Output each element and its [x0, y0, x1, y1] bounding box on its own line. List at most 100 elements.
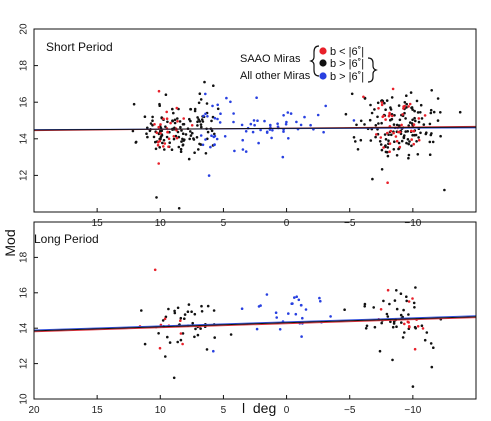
data-point: [304, 308, 308, 311]
data-point: [295, 295, 299, 299]
data-point: [423, 338, 427, 342]
data-point: [381, 115, 385, 119]
legend-marker-red: [319, 47, 327, 55]
data-point: [287, 312, 290, 315]
data-point: [432, 110, 436, 114]
data-point: [183, 317, 186, 321]
data-point: [316, 113, 320, 117]
data-point: [158, 129, 162, 133]
data-point: [213, 116, 217, 120]
data-point: [155, 196, 158, 199]
data-point: [196, 333, 200, 337]
data-point: [191, 131, 194, 135]
data-point: [397, 130, 400, 134]
data-point: [151, 124, 154, 127]
data-point: [421, 327, 425, 330]
data-point: [414, 119, 417, 123]
data-point: [391, 325, 395, 329]
data-point: [411, 118, 414, 122]
data-point: [379, 143, 383, 146]
data-point: [417, 117, 421, 120]
data-point: [206, 130, 210, 134]
data-point: [392, 148, 396, 151]
data-point: [172, 111, 175, 115]
data-point: [240, 307, 244, 311]
data-point: [379, 136, 383, 139]
data-point: [428, 153, 432, 156]
data-point: [192, 137, 195, 140]
data-point: [397, 104, 401, 107]
data-point: [294, 312, 298, 316]
data-point: [259, 304, 262, 307]
data-point: [229, 333, 233, 336]
data-point: [153, 123, 156, 126]
data-point: [158, 146, 161, 149]
data-point: [399, 313, 403, 317]
data-point: [251, 130, 255, 134]
data-point: [394, 135, 398, 138]
data-point: [171, 119, 174, 123]
data-point: [216, 107, 220, 111]
data-point: [407, 156, 410, 160]
data-point: [286, 111, 290, 114]
data-point: [196, 120, 199, 124]
data-point: [159, 135, 163, 138]
data-point: [154, 147, 158, 151]
x-tick-label: 20: [28, 405, 40, 416]
data-point: [282, 130, 285, 133]
data-point: [200, 118, 204, 121]
data-point: [166, 335, 169, 339]
data-point: [413, 109, 416, 113]
x-tick-label: 5: [221, 218, 227, 229]
data-point: [157, 332, 160, 335]
x-tick-label: 10: [155, 218, 167, 229]
data-point: [407, 321, 411, 324]
data-point: [402, 136, 406, 140]
data-point: [407, 124, 411, 127]
data-point: [415, 99, 419, 103]
data-point: [193, 335, 196, 339]
data-point: [146, 135, 149, 139]
data-point: [201, 120, 205, 123]
data-point: [407, 105, 410, 108]
data-point: [178, 120, 182, 123]
data-point: [197, 118, 200, 121]
data-point: [287, 137, 290, 140]
data-point: [410, 129, 413, 133]
data-point: [355, 123, 358, 127]
x-tick-label: 10: [155, 405, 167, 416]
data-point: [378, 140, 382, 143]
data-point: [395, 123, 399, 127]
data-point: [363, 123, 366, 126]
data-point: [253, 123, 256, 127]
data-point: [430, 89, 434, 92]
data-point: [414, 286, 417, 289]
data-point: [371, 177, 374, 181]
data-point: [165, 117, 169, 120]
data-point: [380, 101, 384, 104]
data-point: [187, 157, 191, 161]
data-point: [179, 125, 182, 129]
data-point: [159, 137, 162, 141]
data-point: [400, 139, 404, 143]
data-point: [219, 112, 222, 115]
data-point: [166, 130, 169, 134]
data-point: [204, 92, 207, 96]
data-point: [212, 349, 215, 353]
data-point: [364, 327, 368, 330]
data-point: [413, 306, 416, 309]
data-point: [168, 341, 172, 344]
x-tick-label: 15: [92, 218, 104, 229]
data-point: [157, 89, 161, 93]
data-point: [257, 141, 260, 145]
data-point: [388, 150, 391, 153]
data-point: [402, 308, 405, 312]
legend-group-other: All other Miras: [240, 70, 311, 82]
data-point: [216, 117, 219, 121]
data-point: [155, 131, 159, 134]
data-point: [391, 87, 395, 91]
data-point: [197, 101, 201, 105]
data-point: [398, 145, 402, 149]
data-point: [180, 140, 183, 143]
